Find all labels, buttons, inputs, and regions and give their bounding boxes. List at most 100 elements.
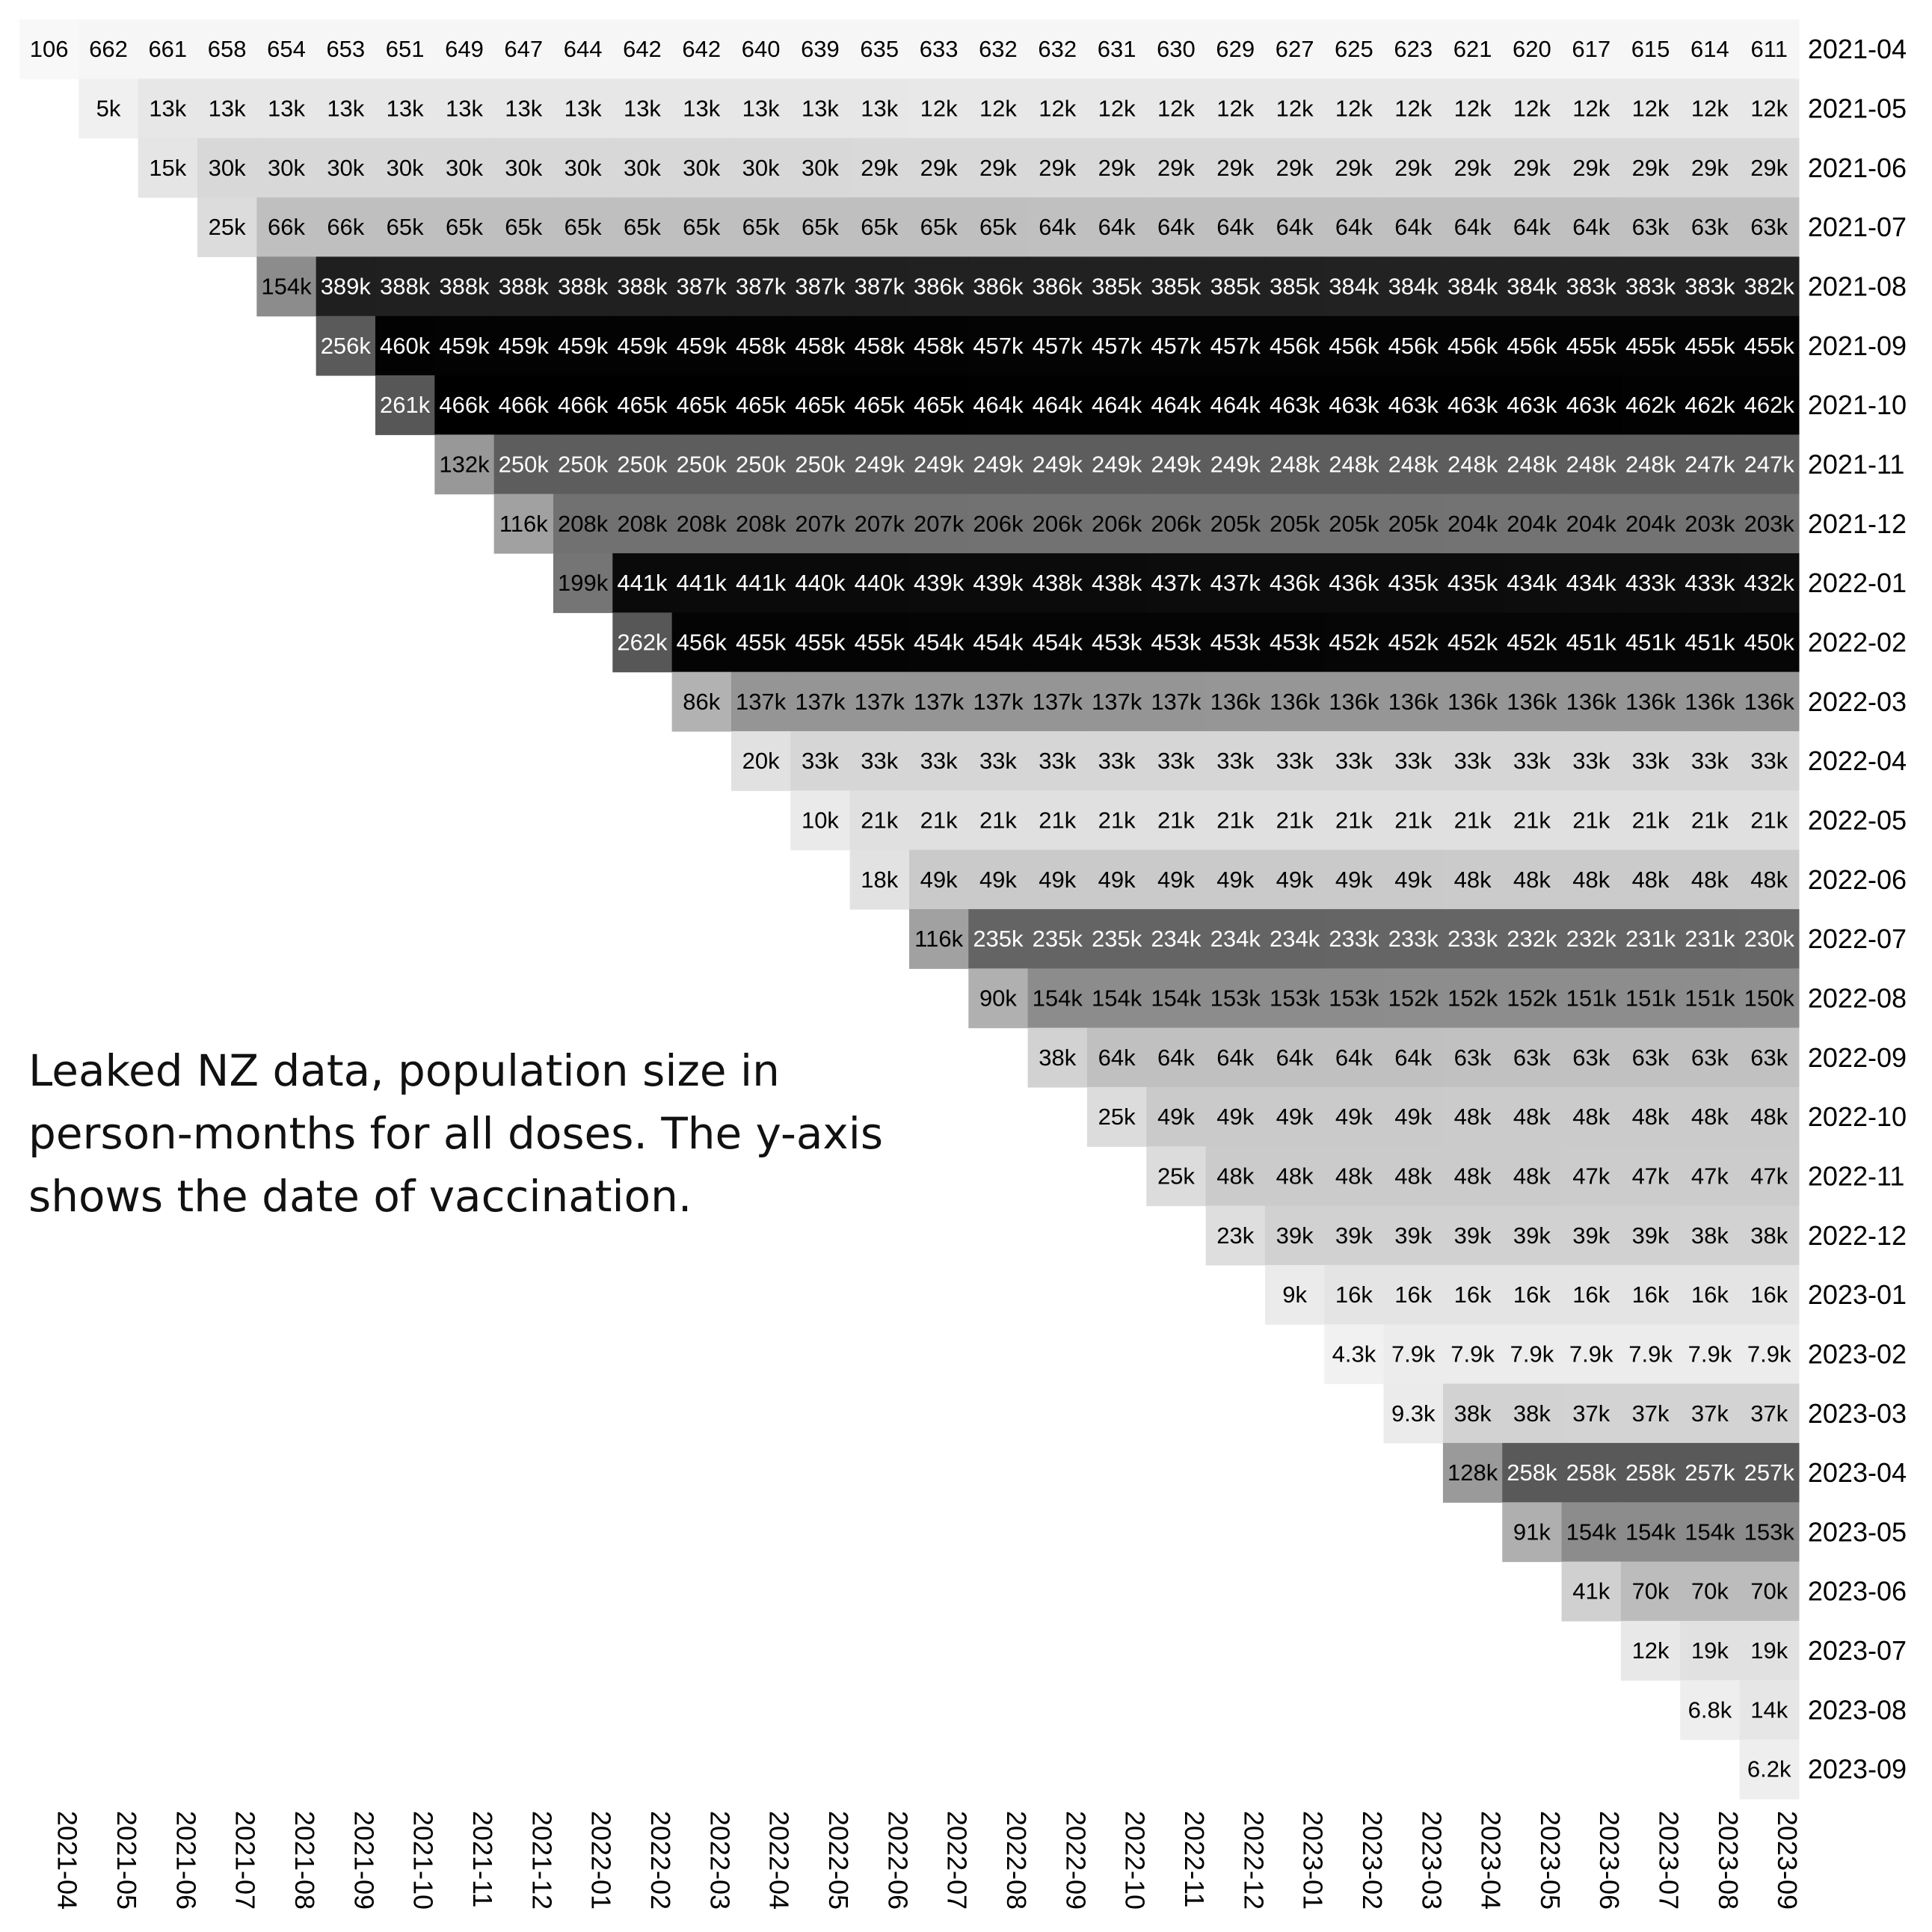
cell-value-label: 63k xyxy=(1513,1045,1551,1071)
column-tick-label: 2022-09 xyxy=(1060,1811,1091,1910)
cell-value-label: 65k xyxy=(802,214,839,240)
cell-value-label: 33k xyxy=(1157,748,1195,774)
heatmap-cell xyxy=(1442,849,1503,910)
heatmap-cell xyxy=(730,671,791,732)
column-tick-label: 2021-10 xyxy=(408,1811,439,1910)
cell-value-label: 455k xyxy=(1685,333,1735,359)
cell-value-label: 232k xyxy=(1507,926,1557,952)
heatmap-cell xyxy=(671,493,732,554)
cell-value-label: 16k xyxy=(1513,1282,1551,1308)
heatmap-cell xyxy=(375,19,435,79)
heatmap-cell xyxy=(1264,553,1325,613)
cell-value-label: 64k xyxy=(1157,1045,1195,1071)
heatmap-cell xyxy=(1146,1086,1207,1147)
cell-value-label: 257k xyxy=(1744,1459,1795,1486)
heatmap-cell xyxy=(849,790,910,851)
cell-value-label: 248k xyxy=(1507,451,1557,477)
cell-value-label: 248k xyxy=(1625,451,1676,477)
heatmap-cell xyxy=(612,256,673,317)
cell-value-label: 136k xyxy=(1270,689,1320,715)
cell-value-label: 632 xyxy=(979,36,1018,62)
cell-value-label: 204k xyxy=(1448,511,1498,537)
heatmap-cell xyxy=(671,197,732,257)
column-tick-label: 2023-01 xyxy=(1298,1811,1329,1910)
cell-value-label: 454k xyxy=(914,629,965,655)
heatmap-cell xyxy=(1680,671,1741,732)
cell-value-label: 7.9k xyxy=(1391,1341,1436,1367)
cell-value-label: 21k xyxy=(1454,807,1492,833)
cell-value-label: 456k xyxy=(1329,333,1379,359)
cell-value-label: 248k xyxy=(1270,451,1320,477)
heatmap-cell xyxy=(968,908,1029,969)
heatmap-cell xyxy=(1027,671,1088,732)
heatmap-cell xyxy=(730,730,791,791)
cell-value-label: 249k xyxy=(1151,451,1202,477)
heatmap-cell xyxy=(1146,671,1207,732)
heatmap-cell xyxy=(1561,849,1622,910)
cell-value-label: 29k xyxy=(979,155,1017,181)
cell-value-label: 250k xyxy=(677,451,727,477)
cell-value-label: 453k xyxy=(1151,629,1202,655)
heatmap-cell xyxy=(434,138,495,198)
heatmap-cell xyxy=(1205,138,1266,198)
cell-value-label: 116k xyxy=(499,511,548,537)
heatmap-cell xyxy=(1620,1146,1681,1207)
heatmap-cell xyxy=(1502,1442,1563,1503)
heatmap-cell xyxy=(1086,730,1147,791)
heatmap-cell xyxy=(1680,908,1741,969)
heatmap-cell xyxy=(1502,968,1563,1029)
cell-value-label: 458k xyxy=(736,333,787,359)
cell-value-label: 388k xyxy=(499,273,550,299)
heatmap-cell xyxy=(1502,493,1563,554)
cell-value-label: 386k xyxy=(914,273,965,299)
cell-value-label: 65k xyxy=(861,214,898,240)
heatmap-cell xyxy=(671,671,732,732)
cell-value-label: 150k xyxy=(1744,985,1795,1011)
heatmap-cell xyxy=(1561,19,1622,79)
heatmap-cell xyxy=(671,79,732,139)
cell-value-label: 29k xyxy=(1098,155,1136,181)
cell-value-label: 462k xyxy=(1625,392,1676,418)
heatmap-cell xyxy=(1620,19,1681,79)
cell-value-label: 33k xyxy=(1039,748,1076,774)
column-tick-label: 2023-04 xyxy=(1476,1811,1507,1910)
heatmap-cell xyxy=(1502,316,1563,376)
cell-value-label: 30k xyxy=(505,155,542,181)
cell-value-label: 137k xyxy=(795,689,846,715)
cell-value-label: 12k xyxy=(979,96,1017,122)
heatmap-cell xyxy=(671,19,732,79)
cell-value-label: 463k xyxy=(1270,392,1320,418)
heatmap-cell xyxy=(1205,79,1266,139)
heatmap-cell xyxy=(849,316,910,376)
heatmap-cell xyxy=(19,19,79,79)
cell-value-label: 13k xyxy=(505,96,542,122)
cell-value-label: 631 xyxy=(1098,36,1136,62)
heatmap-cell xyxy=(790,671,851,732)
heatmap-cell xyxy=(1620,849,1681,910)
cell-value-label: 386k xyxy=(1033,273,1083,299)
column-tick-label: 2022-06 xyxy=(882,1811,913,1910)
heatmap-cell xyxy=(612,19,673,79)
row-tick-label: 2023-07 xyxy=(1808,1635,1907,1666)
cell-value-label: 249k xyxy=(855,451,905,477)
heatmap-cell xyxy=(730,375,791,435)
heatmap-cell xyxy=(1383,1027,1444,1088)
heatmap-cell xyxy=(256,79,317,139)
heatmap-cell xyxy=(1442,1086,1503,1147)
cell-value-label: 90k xyxy=(979,985,1017,1011)
heatmap-cell xyxy=(908,908,969,969)
heatmap-cell xyxy=(375,79,435,139)
cell-value-label: 33k xyxy=(1513,748,1551,774)
heatmap-cell xyxy=(730,256,791,317)
cell-value-label: 204k xyxy=(1507,511,1557,537)
cell-value-label: 457k xyxy=(1151,333,1202,359)
cell-value-label: 29k xyxy=(1572,155,1610,181)
row-tick-label: 2022-02 xyxy=(1808,627,1907,657)
heatmap-cell xyxy=(1324,375,1385,435)
cell-value-label: 30k xyxy=(446,155,483,181)
heatmap-cell xyxy=(1146,138,1207,198)
column-axis-labels: 2021-04 2021-05 2021-06 2021-07 2021-08 2021-… xyxy=(52,1811,1803,1910)
cell-value-label: 23k xyxy=(1216,1222,1254,1249)
heatmap-cell xyxy=(1383,1383,1444,1444)
cell-value-label: 39k xyxy=(1335,1222,1373,1249)
